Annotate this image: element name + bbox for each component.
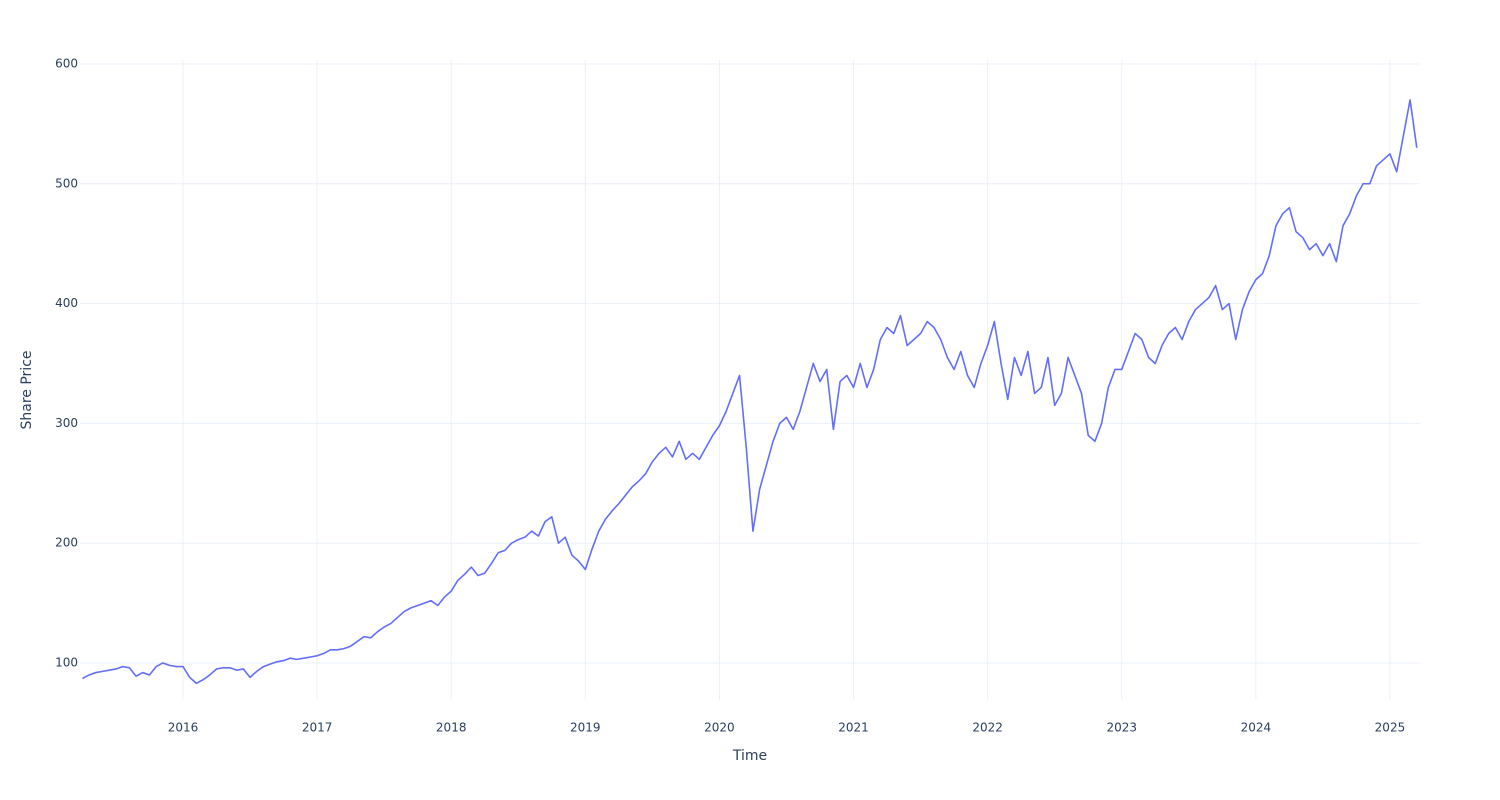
x-axis-title: Time	[732, 748, 767, 764]
price-line	[82, 99, 1418, 685]
x-tick-label: 2023	[1106, 721, 1137, 735]
x-tick-label: 2021	[838, 721, 869, 735]
x-tick-label: 2018	[436, 721, 467, 735]
x-tick-label: 2017	[302, 721, 333, 735]
y-tick-label: 200	[55, 536, 78, 550]
x-tick-label: 2025	[1375, 721, 1406, 735]
x-tick-label: 2020	[704, 721, 735, 735]
y-tick-label: 600	[55, 56, 78, 70]
x-tick-label: 2022	[972, 721, 1003, 735]
y-tick-label: 400	[55, 296, 78, 310]
x-tick-label: 2019	[570, 721, 601, 735]
y-tick-label: 100	[55, 655, 78, 669]
y-tick-label: 300	[55, 416, 78, 430]
y-axis-title: Share Price	[19, 350, 35, 429]
x-tick-label: 2016	[168, 721, 199, 735]
y-tick-label: 500	[55, 176, 78, 190]
x-tick-label: 2024	[1241, 721, 1272, 735]
